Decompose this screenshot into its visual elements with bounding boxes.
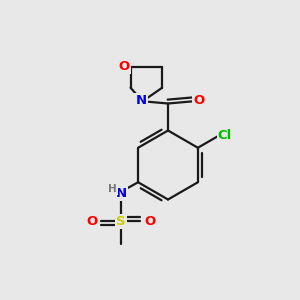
Text: N: N [136, 94, 147, 107]
Text: H: H [108, 184, 117, 194]
Text: O: O [193, 94, 204, 107]
Text: O: O [86, 215, 98, 228]
Text: Cl: Cl [218, 129, 232, 142]
Text: N: N [116, 187, 127, 200]
Text: O: O [118, 60, 130, 73]
Text: O: O [144, 215, 156, 228]
Text: S: S [116, 215, 126, 228]
